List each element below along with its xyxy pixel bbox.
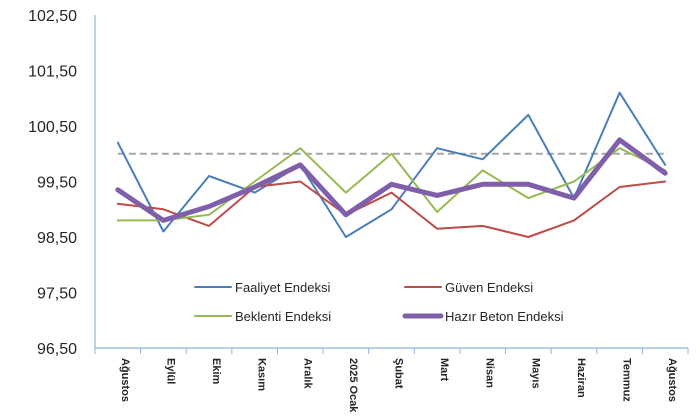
legend: Faaliyet Endeksi Güven Endeksi Beklenti En… — [194, 280, 564, 324]
series-line-4 — [115, 137, 668, 223]
y-tick-label: 101,50 — [28, 64, 77, 81]
legend-label: Güven Endeksi — [445, 280, 533, 295]
y-tick-labels: 96,50 97,50 98,50 99,50 100,50 101,50 102,50 — [28, 8, 77, 358]
x-tick-label: Nisan — [484, 358, 496, 388]
y-tick-label: 99,50 — [37, 175, 77, 192]
x-tick-label: Ağustos — [666, 358, 678, 402]
y-tick-label: 102,50 — [28, 8, 77, 25]
series-line-3 — [116, 147, 667, 222]
x-tick-label: Kasım — [256, 358, 268, 391]
x-tick-label: Mayıs — [529, 358, 541, 389]
x-tick-label: Haziran — [575, 358, 587, 398]
y-tick-label: 98,50 — [37, 230, 77, 247]
legend-label: Beklenti Endeksi — [235, 309, 331, 324]
x-tick-label: Aralık — [301, 358, 313, 389]
x-tick-labels: Ağustos Eylül Ekim Kasım Aralık 2025 Ocak Şuba… — [119, 358, 678, 413]
x-tick-label: Mart — [438, 358, 450, 382]
x-tick-label: Şubat — [393, 358, 405, 389]
x-tick-label: Ekim — [210, 358, 222, 385]
legend-label: Hazır Beton Endeksi — [445, 309, 564, 324]
x-tick-label: Temmuz — [621, 358, 633, 402]
y-tick-label: 97,50 — [37, 286, 77, 303]
y-tick-label: 100,50 — [28, 119, 77, 136]
y-tick-label: 96,50 — [37, 341, 77, 358]
series-group — [115, 91, 668, 238]
x-tick-label: Eylül — [164, 358, 176, 384]
x-tick-label: Ağustos — [119, 358, 131, 402]
series-line-2 — [116, 180, 667, 238]
chart-axes — [94, 15, 689, 354]
legend-label: Faaliyet Endeksi — [235, 280, 330, 295]
x-tick-label: 2025 Ocak — [347, 358, 359, 413]
